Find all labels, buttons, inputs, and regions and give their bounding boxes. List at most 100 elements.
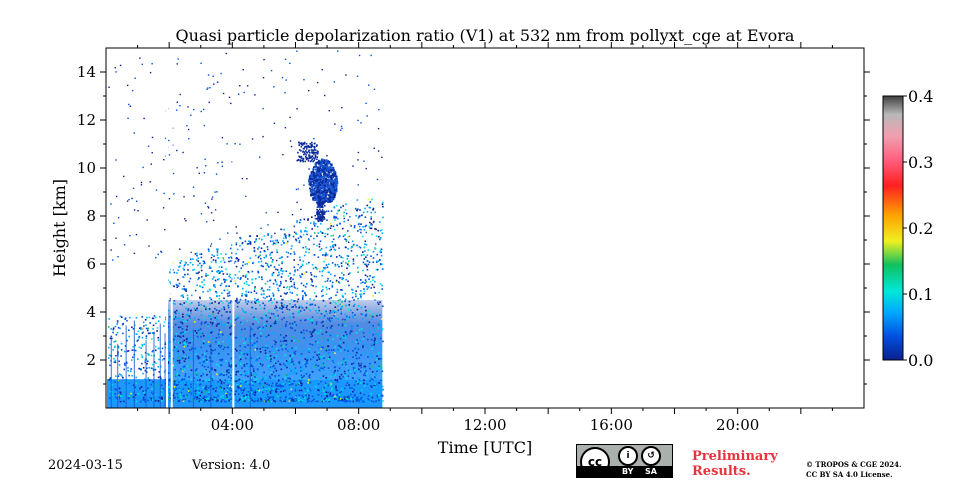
speckle xyxy=(177,335,179,337)
speckle xyxy=(270,345,272,348)
speckle xyxy=(211,360,214,363)
cirrus-pixel xyxy=(316,171,319,174)
speckle xyxy=(234,366,236,369)
cirrus-pixel xyxy=(326,164,329,167)
speckle xyxy=(368,332,370,334)
speckle xyxy=(200,110,202,113)
speckle xyxy=(344,209,347,211)
speckle xyxy=(128,103,130,106)
cirrus-pixel xyxy=(300,143,303,146)
speckle xyxy=(323,311,326,313)
speckle xyxy=(325,320,328,323)
speckle xyxy=(309,160,312,163)
speckle xyxy=(183,360,186,363)
speckle xyxy=(283,336,286,339)
speckle xyxy=(318,245,321,248)
speckle xyxy=(207,391,210,394)
speckle xyxy=(192,263,194,266)
speckle xyxy=(231,390,233,392)
speckle xyxy=(123,350,126,353)
speckle xyxy=(350,288,353,291)
speckle xyxy=(145,324,147,326)
speckle xyxy=(135,200,138,203)
speckle xyxy=(365,102,367,105)
speckle xyxy=(244,338,247,340)
speckle xyxy=(332,338,335,340)
cirrus-pixel xyxy=(321,203,324,206)
speckle xyxy=(367,249,370,251)
speckle xyxy=(341,289,343,291)
speckle xyxy=(308,390,310,393)
speckle xyxy=(252,323,254,325)
speckle xyxy=(307,371,309,373)
cirrus-pixel xyxy=(329,188,332,191)
speckle xyxy=(204,308,207,311)
speckle xyxy=(279,396,282,399)
speckle xyxy=(279,386,282,388)
speckle xyxy=(369,275,371,277)
speckle xyxy=(363,343,365,345)
speckle xyxy=(266,357,269,359)
speckle xyxy=(291,360,293,363)
speckle xyxy=(198,271,200,273)
speckle xyxy=(351,314,354,317)
speckle xyxy=(378,322,381,325)
speckle xyxy=(118,364,121,366)
speckle xyxy=(148,353,150,356)
speckle xyxy=(311,316,314,318)
speckle xyxy=(181,288,184,290)
speckle xyxy=(313,147,316,150)
speckle xyxy=(285,237,287,239)
speckle xyxy=(214,286,216,288)
speckle xyxy=(244,240,247,243)
speckle xyxy=(257,256,260,259)
speckle xyxy=(310,321,312,324)
cirrus-pixel xyxy=(329,191,331,194)
speckle xyxy=(329,249,331,252)
speckle xyxy=(270,371,273,374)
data-gap xyxy=(170,48,173,408)
speckle xyxy=(292,372,295,375)
speckle xyxy=(302,371,305,374)
cirrus-pixel xyxy=(299,159,302,161)
speckle xyxy=(313,328,316,331)
speckle xyxy=(214,369,217,372)
speckle xyxy=(267,224,269,226)
speckle xyxy=(194,349,197,351)
speckle xyxy=(251,270,254,273)
speckle xyxy=(196,254,198,257)
speckle xyxy=(241,242,244,244)
cirrus-pixel xyxy=(321,196,324,198)
speckle xyxy=(242,342,245,345)
cirrus-pixel xyxy=(331,181,333,184)
speckle xyxy=(306,358,309,360)
speckle xyxy=(305,394,307,396)
speckle xyxy=(155,349,157,352)
speckle xyxy=(273,122,276,125)
speckle xyxy=(142,399,144,401)
speckle xyxy=(269,390,272,393)
speckle xyxy=(203,279,205,281)
speckle xyxy=(148,366,151,369)
speckle xyxy=(308,248,310,251)
speckle xyxy=(345,377,348,379)
speckle xyxy=(280,267,283,270)
speckle xyxy=(269,400,271,403)
speckle xyxy=(128,395,130,397)
speckle xyxy=(181,383,184,385)
speckle xyxy=(202,380,205,382)
speckle xyxy=(230,280,232,282)
speckle xyxy=(173,397,175,399)
speckle xyxy=(263,323,266,326)
cirrus-pixel xyxy=(310,193,313,196)
speckle xyxy=(224,281,226,283)
speckle xyxy=(208,400,210,402)
speckle xyxy=(119,327,121,330)
speckle xyxy=(330,235,332,237)
speckle xyxy=(329,396,332,398)
speckle xyxy=(189,357,191,360)
speckle xyxy=(360,306,363,309)
speckle xyxy=(122,332,124,335)
speckle xyxy=(302,329,305,332)
speckle xyxy=(183,268,185,271)
